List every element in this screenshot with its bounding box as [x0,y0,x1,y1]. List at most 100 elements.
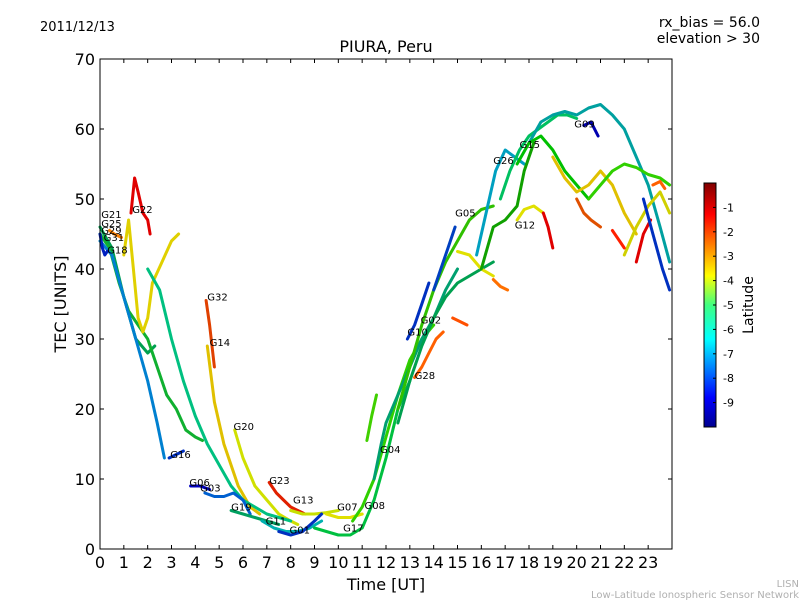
series-line-gx7 [641,197,672,292]
series-line-g16 [146,267,293,523]
series-line-g18 [98,232,109,257]
x-tick-label: 8 [286,553,296,572]
x-tick-label: 4 [190,553,200,572]
y-tick-label: 10 [75,470,95,489]
series-line-g17 [313,379,412,537]
series-line-g05b [432,225,457,292]
series-line-g29 [108,229,123,239]
x-tick-label: 1 [119,553,129,572]
colorbar-tick-label: -1 [723,201,734,214]
x-tick-label: 10 [328,553,348,572]
series-line-gx4 [587,162,672,201]
series-line-gx3 [575,197,602,229]
colorbar-tick-label: -8 [723,372,734,385]
series-line-g32 [204,299,216,369]
y-tick-label: 60 [75,120,95,139]
series-line-g11 [260,519,324,533]
date-label: 2011/12/13 [40,20,115,35]
series-line-g04b [365,393,378,442]
series-line-g23 [267,481,307,516]
satellite-label-g25: G25 [101,219,121,230]
colorbar-ticks: -1 -2 -3 -4 -5 -6 -7 -8 -9 [713,201,734,410]
x-tick-label: 11 [352,553,372,572]
colorbar-tick-label: -7 [723,348,734,361]
y-axis-ticks: 0 10 20 30 40 50 60 70 [75,50,672,559]
x-tick-label: 6 [238,553,248,572]
colorbar-tick-label: -4 [723,275,734,288]
satellite-label-g14: G14 [210,338,230,349]
x-tick-label: 17 [495,553,515,572]
x-tick-label: 20 [566,553,586,572]
y-tick-label: 50 [75,190,95,209]
colorbar-tick-label: -2 [723,226,734,239]
series-line-g14 [205,344,262,516]
series-line-g02 [396,260,495,425]
x-tick-label: 9 [309,553,319,572]
plot-frame [99,58,673,550]
satellite-label-g22: G22 [132,205,152,216]
series-line-g12 [479,141,536,271]
satellite-label-g10: G10 [407,328,427,339]
satellite-label-g21: G21 [101,210,121,221]
satellite-label-g32: G32 [207,293,227,304]
series-line-g31 [98,239,166,460]
series-line-g10 [405,281,431,341]
colorbar-tick-label: -3 [723,250,734,263]
series-line-gx5 [622,190,672,257]
x-tick-label: 16 [471,553,491,572]
series-line-g05c [456,250,495,278]
satellite-label-g03: G03 [200,484,220,495]
chart-title: PIURA, Peru [339,37,432,56]
x-tick-label: 21 [590,553,610,572]
colorbar-label: Latitude [741,276,757,334]
series-line-g01 [277,512,324,537]
satellite-label-g29: G29 [101,226,121,237]
y-tick-label: 30 [75,330,95,349]
satellite-label-g05: G05 [455,209,475,220]
colorbar-tick-label: -9 [723,397,734,410]
x-tick-label: 22 [614,553,634,572]
satellite-label-g19: G19 [231,503,251,514]
x-tick-label: 5 [214,553,224,572]
x-tick-label: 13 [400,553,420,572]
y-tick-label: 0 [85,540,95,559]
series-line-g03 [203,491,252,516]
satellite-label-g08: G08 [365,501,385,512]
colorbar-tick-label: -6 [723,323,734,336]
series-line-g06 [189,484,212,491]
x-tick-label: 7 [262,553,272,572]
y-tick-label: 20 [75,400,95,419]
x-tick-label: 15 [447,553,467,572]
series-line-gx8 [651,180,667,190]
satellite-label-g04: G04 [380,445,400,456]
series-line-g16end [167,449,185,460]
series-line-g05d [491,278,510,292]
series-line-gx9 [610,229,626,250]
satellite-label-g17: G17 [343,524,363,535]
series-line-g22b [122,218,181,334]
colorbar-tick-label: -5 [723,299,734,312]
satellite-label-g02: G02 [421,316,441,327]
satellite-label-g06: G06 [189,478,209,489]
satellite-label-g28: G28 [415,371,435,382]
satellite-label-g09: G09 [574,120,594,131]
series-line-g28b [451,316,469,327]
x-tick-label: 3 [166,553,176,572]
footer-lisn: LISN [777,579,799,590]
elevation-label: elevation > 30 [657,31,760,47]
x-tick-label: 19 [543,553,563,572]
x-tick-label: 18 [519,553,539,572]
satellite-label-g12: G12 [515,220,535,231]
satellite-label-g01: G01 [290,526,310,537]
series-line-g28 [413,330,445,379]
series-line-g09 [527,103,672,264]
series-line-g12c [541,211,555,250]
satellite-label-g11: G11 [266,517,286,528]
footer-network: Low-Latitude Ionospheric Sensor Network [591,590,799,600]
y-axis-label: TEC [UNITS] [51,256,70,354]
satellite-label-g07: G07 [337,503,357,514]
x-tick-label: 14 [423,553,443,572]
y-tick-label: 70 [75,50,95,69]
